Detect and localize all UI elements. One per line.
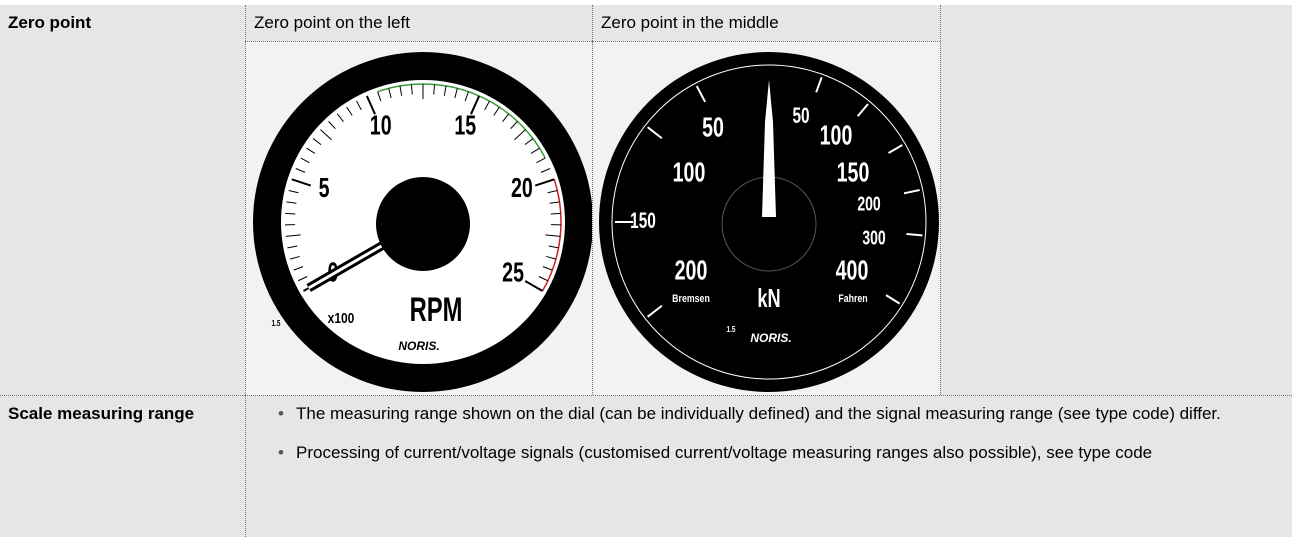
image-cell: 50 100 150 200 50 100 150 200 300 400 Bremsen kN Fah… bbox=[592, 41, 940, 395]
row-label-cell: Zero point bbox=[0, 5, 245, 395]
empty-cell bbox=[940, 5, 1292, 395]
scale-label: 50 bbox=[702, 112, 724, 143]
bullet-list: The measuring range shown on the dial (c… bbox=[271, 402, 1272, 464]
page: Zero point Zero point on the left Zero p… bbox=[0, 0, 1292, 537]
scale-label: 300 bbox=[862, 226, 885, 249]
right-caption: Fahren bbox=[838, 293, 867, 305]
left-caption: Bremsen bbox=[672, 293, 710, 305]
scale-label: 150 bbox=[837, 157, 870, 188]
scale-label: 10 bbox=[370, 110, 392, 141]
scale-label: 20 bbox=[511, 173, 533, 204]
scale-label: 200 bbox=[675, 255, 708, 286]
multiplier: x100 bbox=[328, 310, 355, 327]
accuracy-class: 1.5 bbox=[272, 318, 281, 328]
row-label: Zero point bbox=[8, 13, 91, 32]
header-text: Zero point on the left bbox=[254, 13, 410, 32]
scale-tick bbox=[551, 213, 561, 214]
scale-tick bbox=[285, 213, 295, 214]
scale-label: 15 bbox=[454, 110, 476, 141]
header-text: Zero point in the middle bbox=[601, 13, 779, 32]
brand: NORIS. bbox=[750, 331, 791, 345]
content-cell: The measuring range shown on the dial (c… bbox=[245, 395, 1292, 537]
row-label-cell: Scale measuring range bbox=[0, 395, 245, 537]
scale-label: 150 bbox=[630, 209, 656, 233]
scale-label: 200 bbox=[857, 192, 880, 215]
scale-label: 100 bbox=[820, 120, 853, 151]
row-label: Scale measuring range bbox=[8, 404, 194, 423]
unit: RPM bbox=[410, 291, 463, 329]
scale-label: 50 bbox=[792, 104, 809, 128]
accuracy-class: 1.5 bbox=[727, 324, 736, 334]
scale-label: 100 bbox=[673, 157, 706, 188]
header-cell: Zero point in the middle bbox=[592, 5, 940, 41]
spec-table: Zero point Zero point on the left Zero p… bbox=[0, 5, 1292, 537]
hub bbox=[376, 177, 470, 271]
bullet-item: Processing of current/voltage signals (c… bbox=[296, 441, 1272, 464]
scale-label: 5 bbox=[319, 173, 330, 204]
bullet-item: The measuring range shown on the dial (c… bbox=[296, 402, 1272, 425]
brand: NORIS. bbox=[398, 339, 439, 353]
header-cell: Zero point on the left bbox=[245, 5, 592, 41]
scale-label: 400 bbox=[836, 255, 869, 286]
scale-label: 25 bbox=[502, 257, 524, 288]
unit: kN bbox=[757, 284, 780, 313]
scale-tick bbox=[906, 234, 922, 235]
gauge-right: 50 100 150 200 50 100 150 200 300 400 Bremsen kN Fah… bbox=[593, 42, 940, 396]
